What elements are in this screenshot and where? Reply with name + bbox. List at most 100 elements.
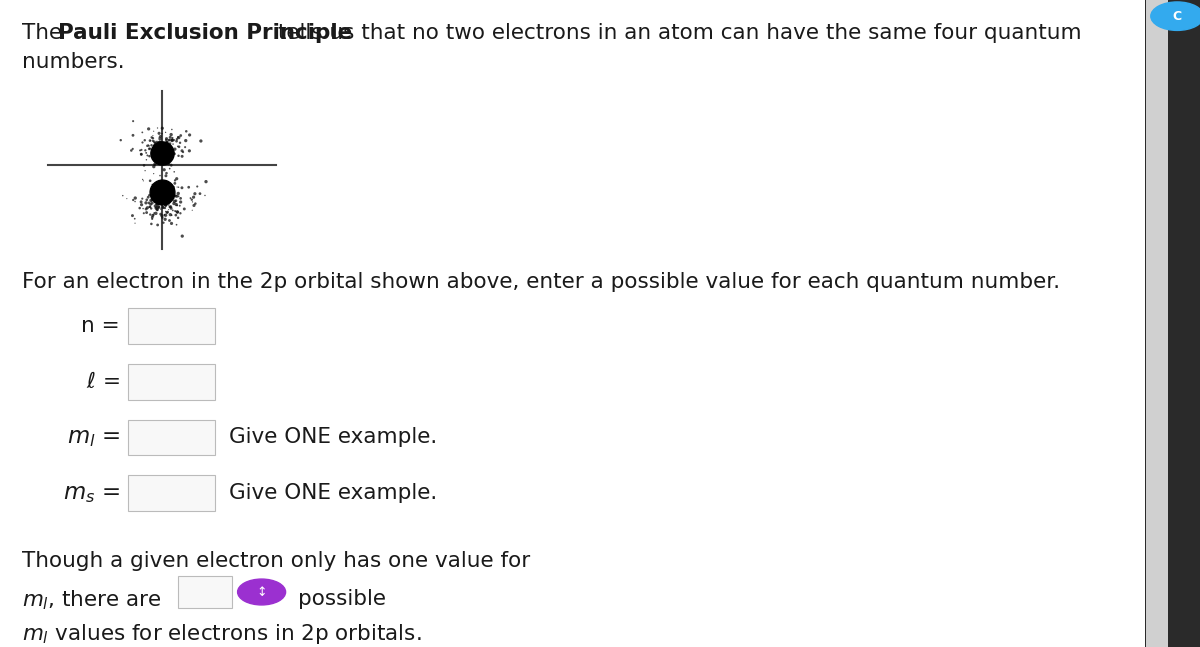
Point [144,162,163,172]
Point [148,204,167,214]
Point [158,195,178,205]
Point [154,202,173,212]
Point [148,189,167,199]
Point [151,209,170,219]
Point [151,185,170,195]
Point [163,182,182,192]
Point [155,187,174,197]
Point [168,132,187,142]
Point [125,214,144,224]
Point [133,137,152,148]
Point [137,148,156,158]
Point [151,193,170,204]
Point [152,195,172,206]
Point [144,168,163,179]
Point [149,141,168,151]
Point [146,208,166,219]
Point [162,218,181,228]
Point [160,144,179,155]
Point [152,193,172,203]
Point [140,144,160,154]
Point [186,199,205,209]
Point [169,182,188,192]
Point [152,194,172,204]
Point [163,146,182,157]
Point [155,144,174,154]
Point [138,203,157,213]
Point [152,195,172,206]
Point [156,140,175,150]
Point [149,193,168,203]
Point [133,127,152,138]
Point [158,145,178,155]
Point [151,199,170,210]
Point [160,135,179,146]
Point [140,210,160,220]
Point [124,116,143,126]
Point [152,195,172,205]
Text: $m_l$, there are: $m_l$, there are [22,589,161,612]
Point [145,159,164,170]
Point [134,160,154,171]
Text: $m_s$ =: $m_s$ = [62,481,120,505]
Point [143,192,162,203]
Point [160,198,179,208]
Point [157,197,176,207]
Point [152,196,172,206]
Point [143,131,162,141]
Point [152,197,172,207]
Point [152,141,172,151]
Point [148,205,167,215]
Point [156,190,175,200]
Point [150,138,169,148]
Point [164,199,184,209]
Point [152,195,172,206]
Point [167,200,186,210]
Point [150,138,169,148]
Point [162,124,181,135]
Point [172,130,191,140]
Text: tells us that no two electrons in an atom can have the same four quantum: tells us that no two electrons in an ato… [271,23,1082,43]
Point [152,123,172,133]
Point [149,150,168,160]
Text: numbers.: numbers. [22,52,125,72]
Point [148,123,167,133]
Point [144,210,163,220]
Point [133,203,152,214]
Point [149,203,168,213]
Point [150,144,169,155]
Point [166,178,185,188]
Point [157,195,176,205]
Point [166,175,185,186]
Point [154,192,173,203]
Point [132,149,151,160]
Point [154,196,173,206]
Point [151,196,170,206]
Point [155,200,174,210]
Point [148,201,167,212]
Point [150,190,169,200]
Point [144,194,163,204]
Point [154,138,173,149]
Point [132,197,151,207]
Point [163,133,182,143]
Point [139,192,158,203]
Point [157,151,176,162]
Point [150,187,169,197]
Point [169,142,188,152]
Point [167,190,186,201]
Point [146,193,166,203]
Point [132,149,151,159]
Point [143,148,162,158]
Point [162,159,181,170]
Point [154,144,173,154]
Point [154,195,173,205]
Point [151,199,170,209]
Point [150,138,169,148]
Point [124,144,143,154]
Point [157,137,176,148]
Point [154,186,173,197]
Point [148,196,167,206]
Point [149,197,168,208]
Point [118,193,137,204]
